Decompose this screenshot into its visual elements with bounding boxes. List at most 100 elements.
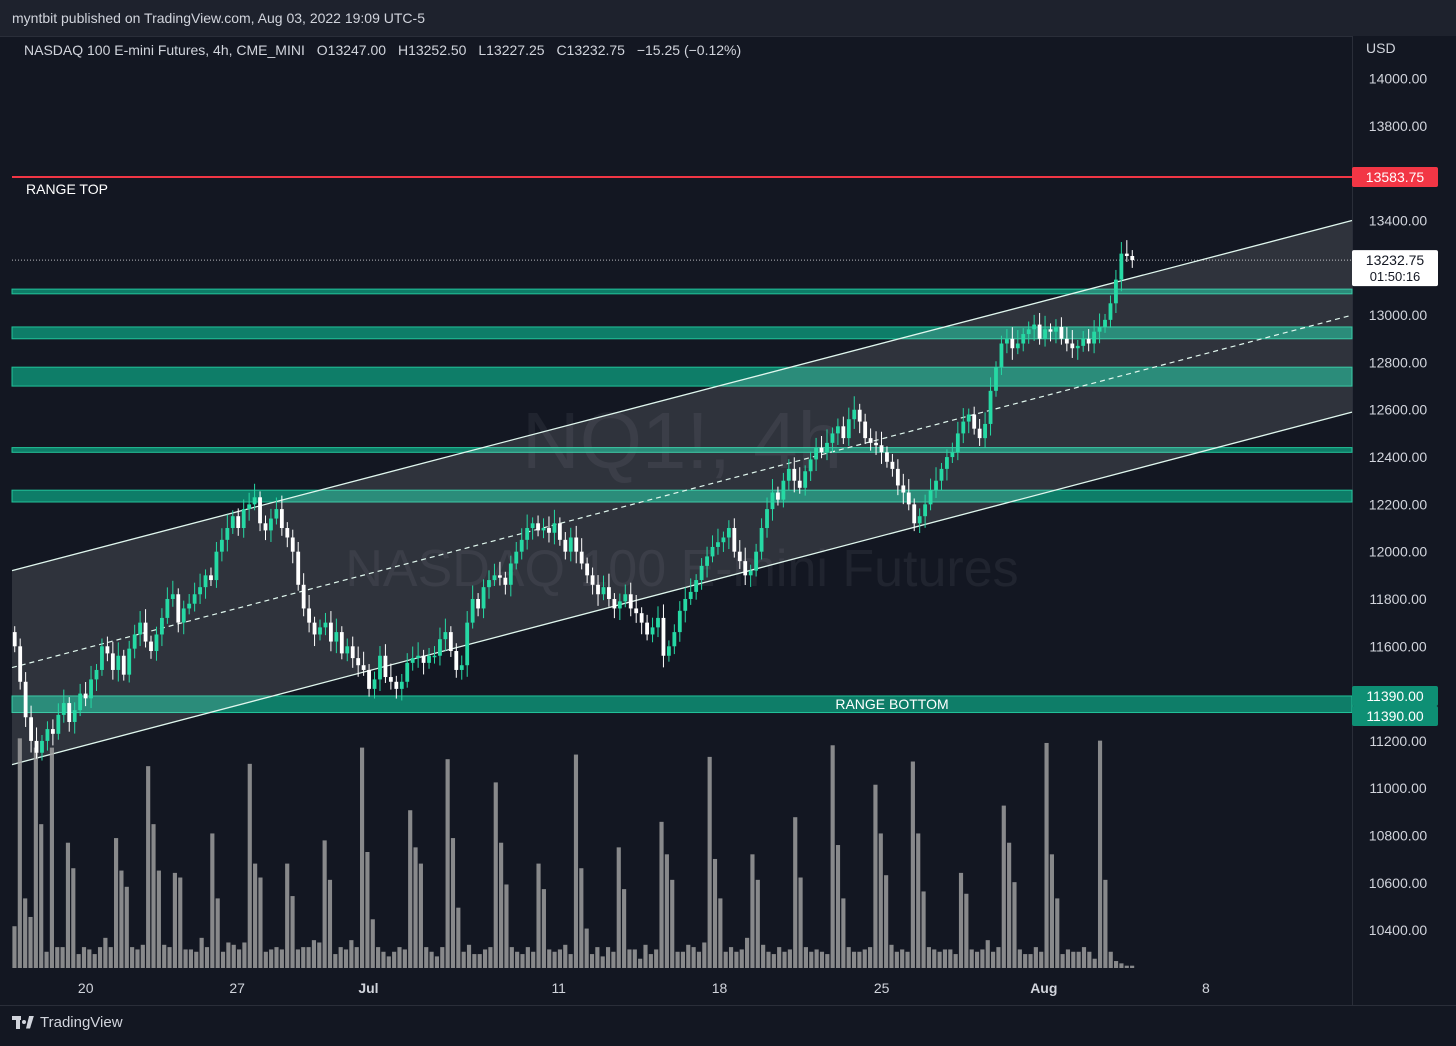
candle-body — [552, 523, 557, 533]
volume-bar — [921, 891, 926, 968]
volume-bar — [317, 942, 322, 968]
candle-body — [481, 587, 486, 609]
volume-bar — [466, 944, 472, 968]
candle-body — [301, 584, 306, 609]
time-tick-label: 11 — [551, 980, 566, 996]
volume-bar — [172, 872, 177, 968]
candle-body — [100, 646, 104, 670]
volume-bar — [392, 951, 397, 968]
candle-body — [759, 528, 764, 552]
candle-body — [945, 457, 949, 469]
volume-bar — [1001, 805, 1006, 968]
candle-body — [677, 610, 682, 633]
candle-body — [623, 594, 628, 602]
candle-body — [40, 740, 44, 753]
volume-bar — [1012, 882, 1017, 968]
volume-bar — [65, 842, 71, 968]
candle-body — [176, 594, 181, 623]
price-tag-value: 13232.75 — [1366, 252, 1425, 268]
volume-bar — [322, 840, 327, 968]
candle-body — [165, 598, 170, 618]
volume-bar — [76, 954, 81, 968]
zone-2 — [11, 366, 1353, 387]
volume-bar — [1071, 951, 1076, 968]
candle-body — [508, 563, 513, 585]
candle-body — [786, 468, 791, 481]
candle-body — [388, 677, 393, 682]
volume-bar — [900, 949, 905, 968]
volume-bar — [183, 949, 188, 968]
volume-bar — [712, 858, 718, 968]
volume-bar — [654, 949, 659, 968]
volume-bar — [787, 949, 792, 968]
volume-bar — [418, 863, 423, 968]
candle-body — [1059, 326, 1064, 339]
volume-bar — [1060, 954, 1065, 968]
candle-body — [1010, 338, 1015, 349]
zone-4 — [11, 489, 1353, 503]
candle-body — [121, 655, 126, 675]
volume-bar — [761, 944, 766, 968]
volume-bar — [285, 863, 290, 968]
price-tick-label: 11600.00 — [1369, 638, 1427, 654]
tradingview-logo[interactable]: TradingView — [12, 1014, 123, 1031]
volume-bar — [996, 947, 1001, 968]
volume-bar — [28, 916, 33, 968]
candle-body — [879, 445, 884, 453]
volume-bar — [1130, 965, 1135, 968]
volume-bar — [916, 833, 921, 968]
candle-body — [1070, 343, 1075, 349]
candle-body — [50, 729, 55, 734]
ohlc-legend: NASDAQ 100 E-mini Futures, 4h, CME_MINI … — [24, 42, 749, 58]
candle-body — [487, 580, 491, 588]
price-tick-label: 10400.00 — [1369, 922, 1428, 938]
candle-body — [203, 575, 208, 588]
footer-bar — [0, 1005, 1456, 1046]
candle-body — [808, 459, 813, 472]
volume-bar — [1055, 898, 1060, 968]
volume-bar — [359, 747, 365, 968]
volume-bar — [926, 947, 931, 968]
volume-bar — [536, 863, 541, 968]
candle-body — [116, 655, 121, 670]
candle-body — [748, 570, 753, 576]
volume-bar — [386, 956, 391, 968]
channel-upper-line — [11, 219, 1353, 572]
candle-body — [721, 537, 726, 543]
tradingview-icon — [12, 1015, 34, 1030]
candle-body — [901, 485, 906, 493]
candle-body — [803, 471, 808, 488]
volume-bar — [488, 947, 493, 968]
price-axis[interactable] — [1352, 36, 1456, 1005]
volume-bar — [477, 954, 482, 968]
candle-body — [350, 646, 355, 659]
volume-bar — [568, 954, 573, 968]
candle-body — [459, 665, 464, 670]
candle-body — [912, 504, 917, 524]
price-tick-label: 13400.00 — [1369, 213, 1428, 229]
volume-bar — [622, 889, 627, 968]
candle-body — [830, 433, 835, 443]
candle-body — [557, 523, 562, 540]
price-tick-label: 13000.00 — [1369, 307, 1428, 323]
volume-bar — [343, 949, 349, 968]
candle-body — [754, 551, 759, 571]
volume-bar — [782, 951, 787, 968]
volume-bar — [766, 951, 771, 968]
volume-bar — [1028, 954, 1033, 968]
volume-bar — [146, 766, 151, 968]
volume-bar — [595, 947, 600, 968]
candle-body — [972, 414, 977, 429]
candle-body — [666, 646, 671, 656]
candle-body — [983, 423, 987, 439]
price-tag-countdown: 01:50:16 — [1370, 269, 1421, 284]
candle-body — [737, 551, 742, 562]
candle-body — [192, 594, 197, 604]
candle-body — [683, 598, 688, 611]
volume-bar — [81, 947, 87, 968]
volume-bar — [114, 838, 119, 968]
volume-bar — [23, 898, 28, 968]
volume-bar — [204, 947, 210, 968]
